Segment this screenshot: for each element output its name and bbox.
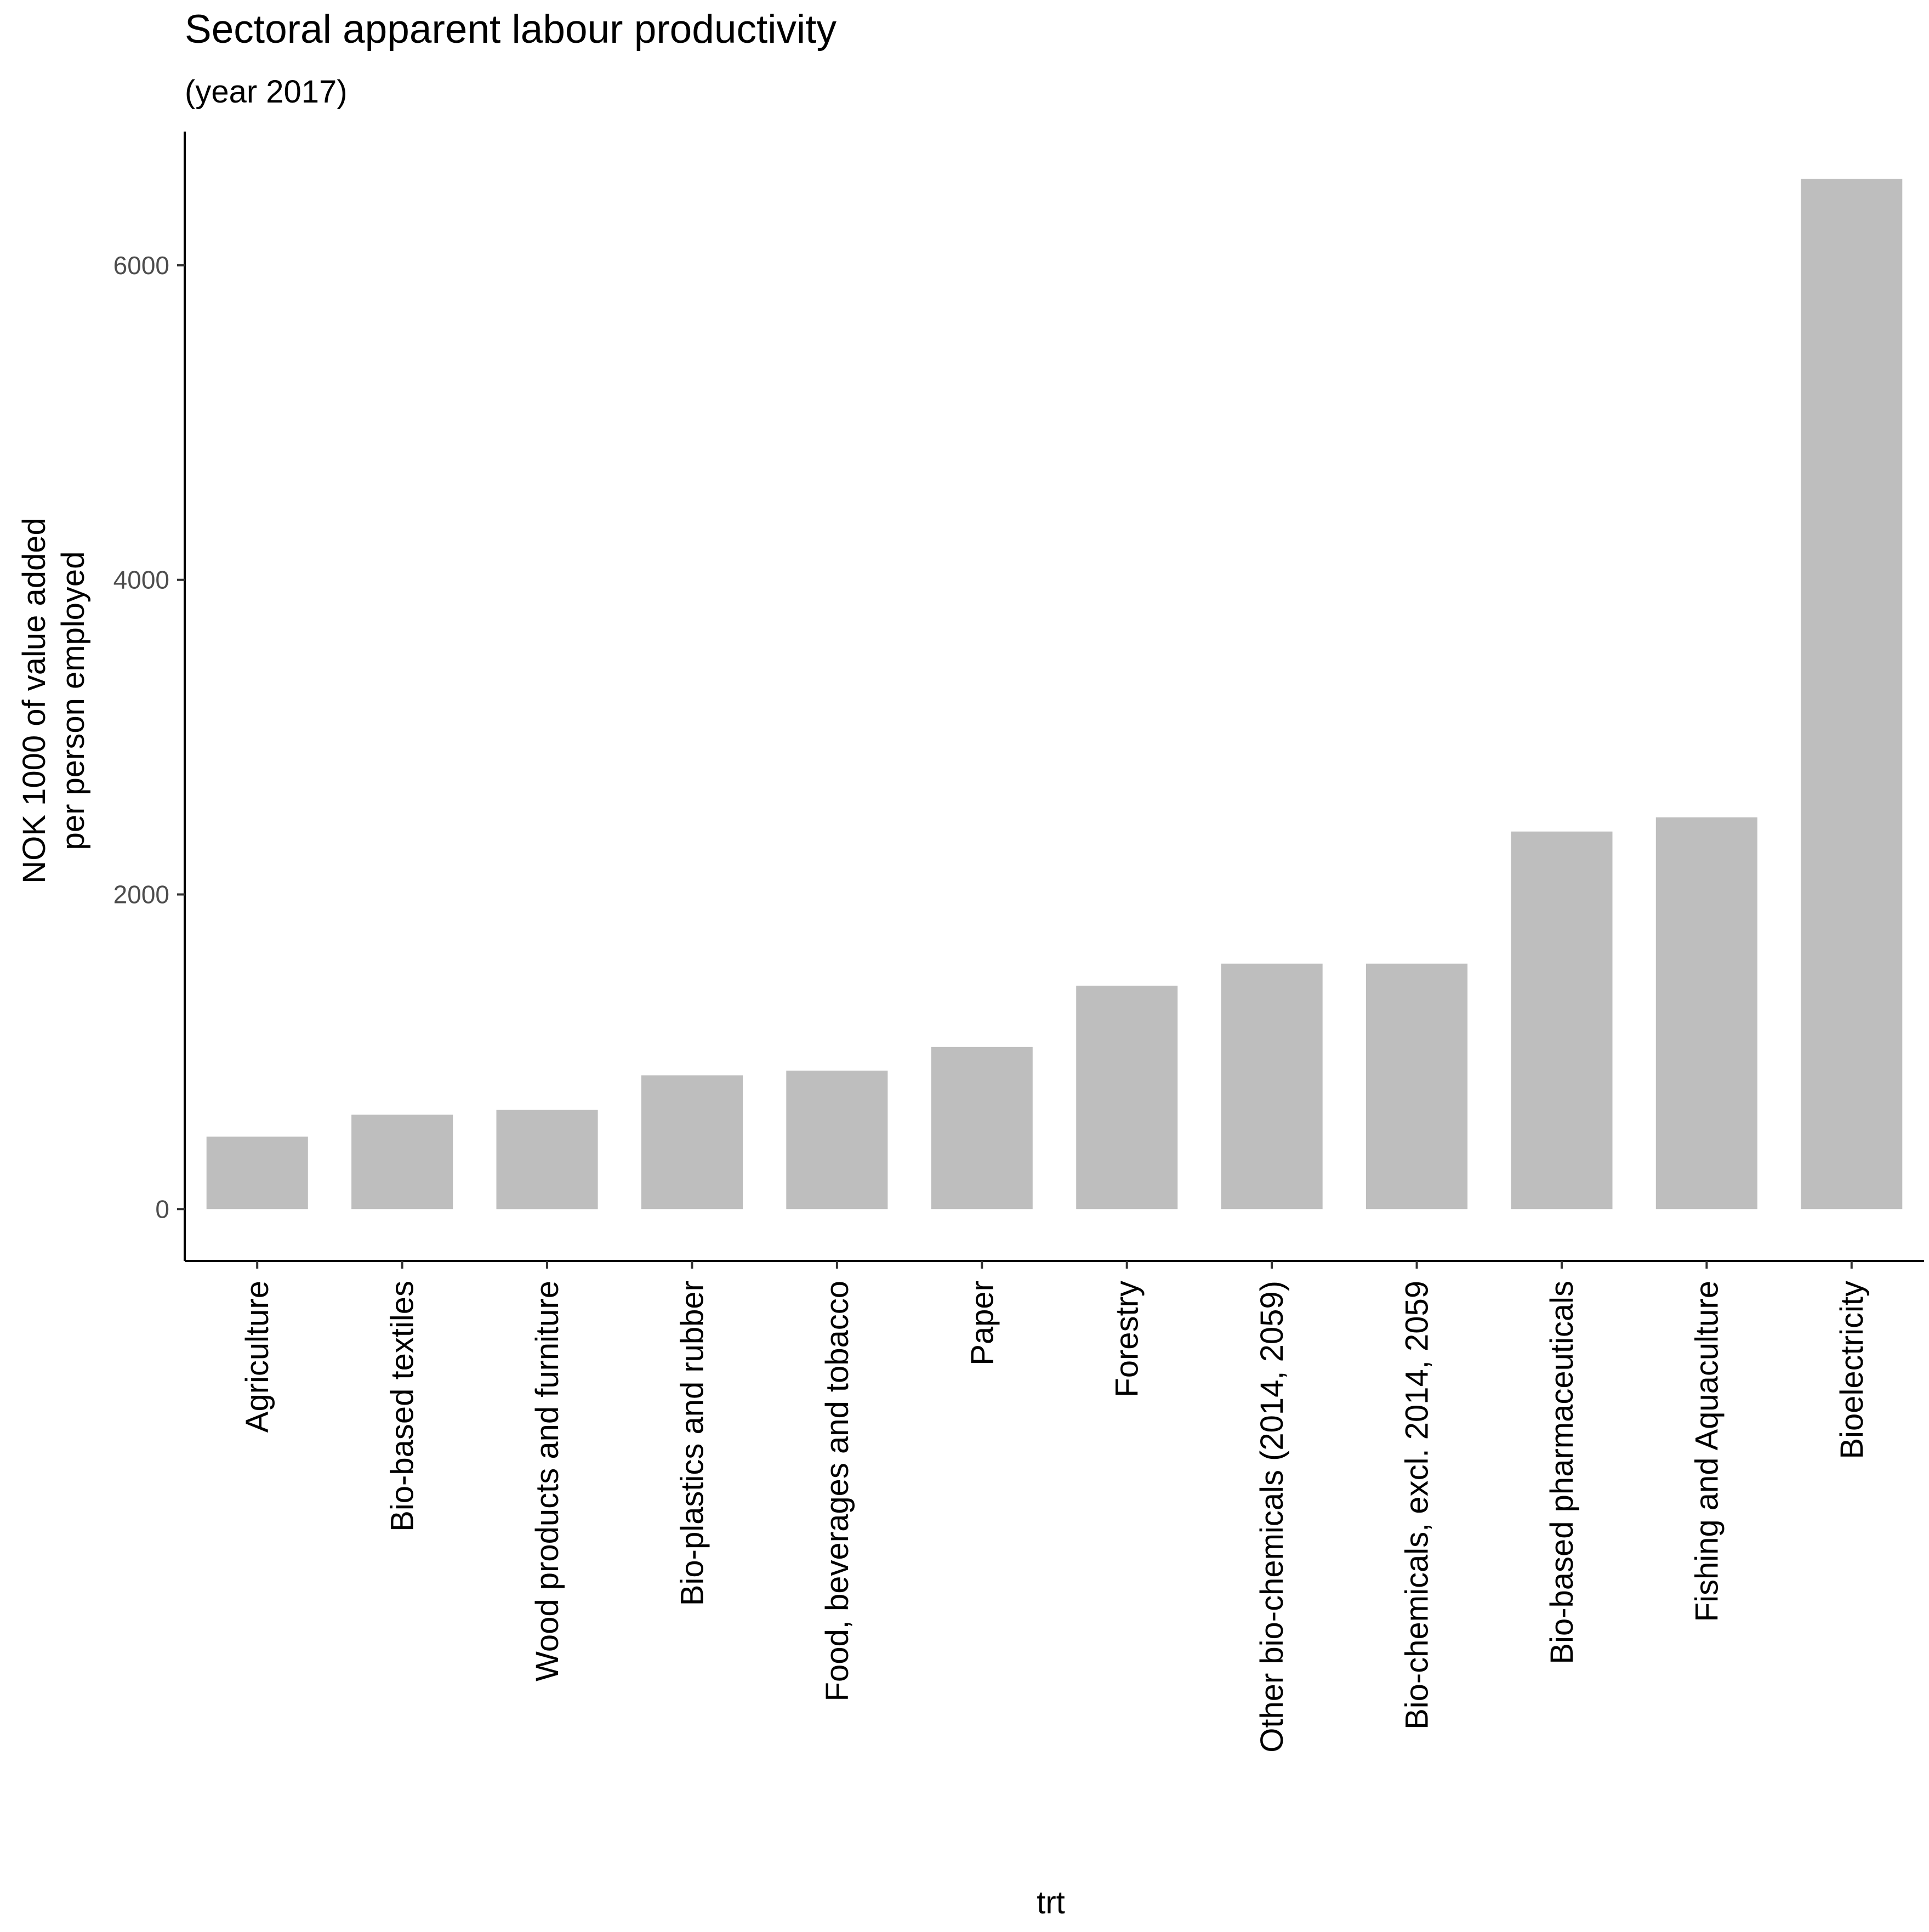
- chart-title: Sectoral apparent labour productivity: [185, 7, 837, 52]
- x-tick-label: Bio-based textiles: [385, 1281, 420, 1532]
- y-tick-label: 2000: [113, 880, 169, 909]
- bar-12: [1801, 179, 1903, 1209]
- y-axis-title-line-2: per person employed: [55, 552, 91, 850]
- x-tick-label: Forestry: [1109, 1281, 1145, 1397]
- bar-10: [1511, 831, 1613, 1209]
- y-axis-title: NOK 1000 of value added: [16, 518, 52, 883]
- chart-subtitle: (year 2017): [185, 74, 348, 110]
- x-tick-label: Wood products and furniture: [530, 1281, 565, 1681]
- x-axis-title: trt: [1037, 1885, 1065, 1920]
- x-tick-label: Other bio-chemicals (2014, 2059): [1254, 1281, 1290, 1753]
- bar-1: [206, 1137, 308, 1209]
- y-tick-label: 4000: [113, 566, 169, 594]
- x-tick-label: Bio-based pharmaceuticals: [1544, 1281, 1580, 1664]
- bar-7: [1076, 985, 1178, 1209]
- x-tick-label: Paper: [964, 1281, 1000, 1366]
- x-tick-label: Bio-plastics and rubber: [675, 1281, 710, 1606]
- bar-6: [931, 1047, 1033, 1209]
- bar-2: [351, 1115, 453, 1209]
- x-tick-label: Food, beverages and tobacco: [820, 1281, 855, 1701]
- y-axis: 0 2000 4000 6000: [113, 132, 186, 1261]
- bar-5: [786, 1070, 888, 1209]
- x-tick-label: Bioelectricity: [1834, 1281, 1870, 1459]
- bar-8: [1221, 963, 1323, 1209]
- bar-11: [1655, 817, 1757, 1209]
- bar-3: [496, 1110, 598, 1209]
- x-tick-label: Fishing and Aquaculture: [1689, 1281, 1725, 1622]
- x-axis: Agriculture Bio-based textiles Wood produc…: [185, 1260, 1924, 1753]
- bars-group: [206, 179, 1903, 1209]
- bar-4: [641, 1075, 743, 1209]
- x-tick-label: Agriculture: [240, 1281, 275, 1433]
- x-tick-label: Bio-chemicals, excl. 2014, 2059: [1399, 1281, 1435, 1730]
- y-tick-label: 6000: [113, 251, 169, 280]
- bar-9: [1366, 963, 1468, 1209]
- y-tick-label: 0: [155, 1195, 169, 1223]
